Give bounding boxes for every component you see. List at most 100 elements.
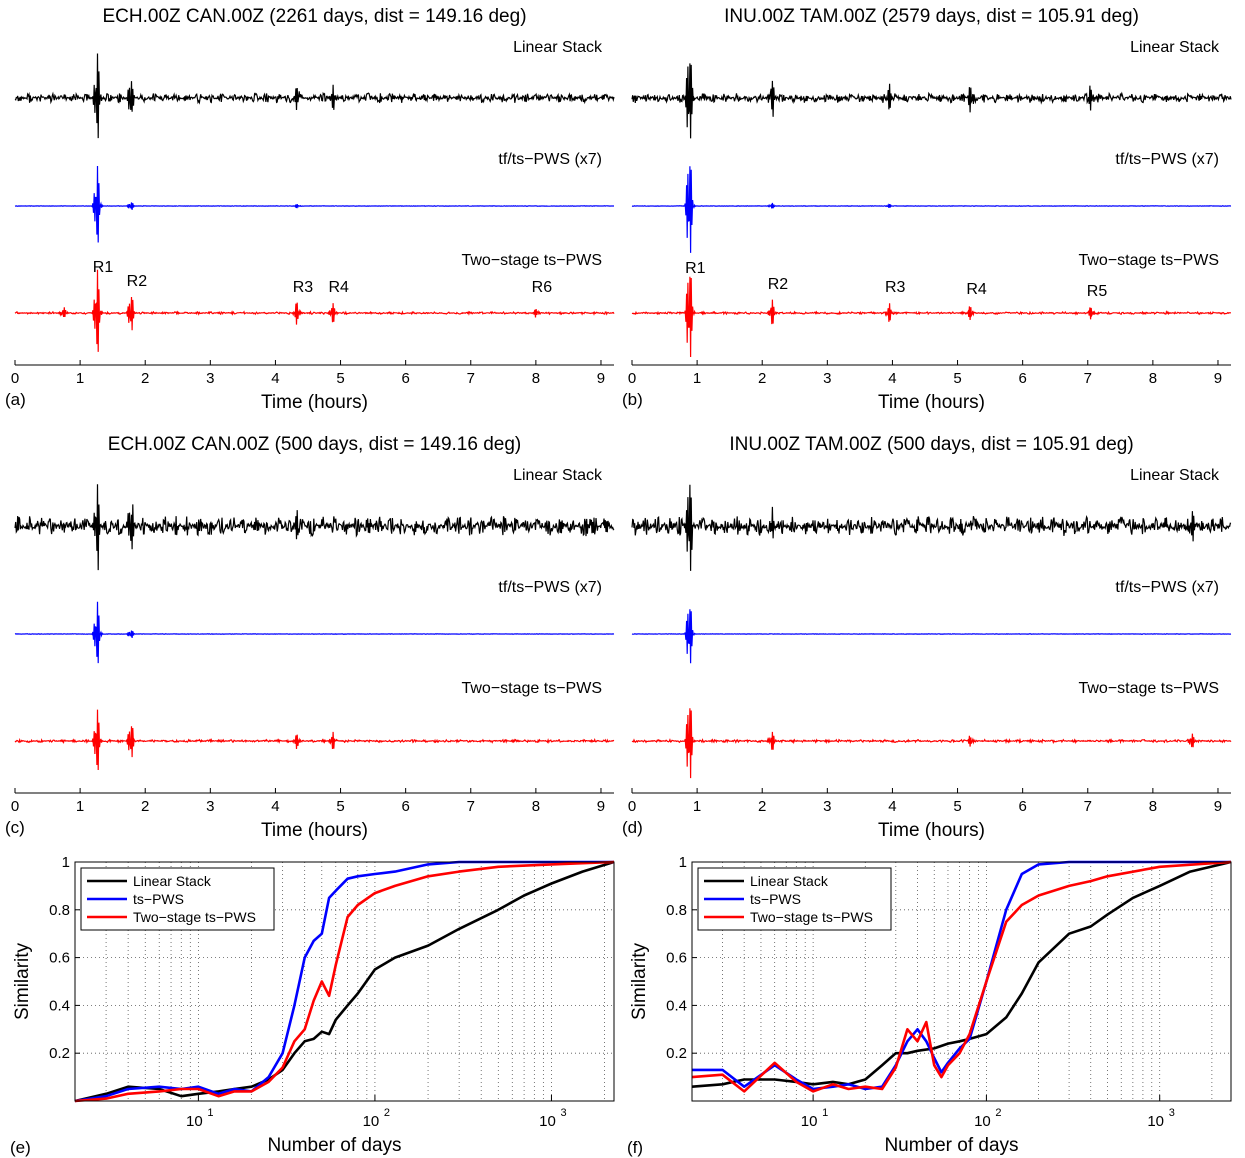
trace-label: Linear Stack <box>513 467 603 484</box>
arrival-label: R4 <box>966 281 987 298</box>
panel-title: ECH.00Z CAN.00Z (2261 days, dist = 149.1… <box>102 6 526 27</box>
y-tick-label: 1 <box>62 854 70 871</box>
trace-label: Linear Stack <box>1130 467 1220 484</box>
y-tick-label: 0.2 <box>666 1045 687 1062</box>
x-tick-label: 7 <box>1084 370 1092 387</box>
trace-label: tf/ts−PWS (x7) <box>498 579 602 596</box>
x-tick-label: 8 <box>532 370 540 387</box>
x-axis-label: Number of days <box>884 1135 1018 1156</box>
trace-label: Linear Stack <box>1130 39 1220 56</box>
x-tick-label: 8 <box>1149 370 1157 387</box>
x-tick-exponent: 1 <box>822 1107 828 1119</box>
seismogram-panel-a: ECH.00Z CAN.00Z (2261 days, dist = 149.1… <box>5 6 615 413</box>
seismogram-panel-b: INU.00Z TAM.00Z (2579 days, dist = 105.9… <box>622 6 1232 413</box>
series-linear-stack <box>74 860 615 1103</box>
trace-linear-stack <box>631 63 1232 139</box>
trace-label: tf/ts−PWS (x7) <box>1115 579 1219 596</box>
x-tick-exponent: 2 <box>995 1107 1001 1119</box>
x-tick-label: 4 <box>271 370 279 387</box>
legend: Linear Stack ts−PWS Two−stage ts−PWS <box>80 867 275 931</box>
similarity-panel-f: 0.2 0.4 0.6 0.8 1 10 1 10 2 10 3 Number of days Simi… <box>627 854 1232 1157</box>
y-tick-label: 0.8 <box>666 902 687 919</box>
x-tick-label: 5 <box>953 370 961 387</box>
x-tick-label: 9 <box>597 370 605 387</box>
x-tick-label: 9 <box>597 798 605 815</box>
legend-label: Two−stage ts−PWS <box>133 909 256 925</box>
trace-two-stage-ts-pws <box>14 269 615 352</box>
x-tick-label: 2 <box>141 798 149 815</box>
arrival-label: R2 <box>768 276 789 293</box>
arrival-label: R2 <box>127 273 148 290</box>
trace-two-stage-ts-pws <box>631 708 1232 779</box>
x-axis-label: Time (hours) <box>261 392 368 413</box>
panel-title: INU.00Z TAM.00Z (2579 days, dist = 105.9… <box>724 6 1139 27</box>
panel-letter: (f) <box>627 1138 643 1157</box>
x-tick-label: 8 <box>1149 798 1157 815</box>
x-tick-label: 1 <box>76 798 84 815</box>
x-tick-label: 8 <box>532 798 540 815</box>
panel-letter: (b) <box>622 390 643 409</box>
x-tick-label: 6 <box>401 370 409 387</box>
arrival-label: R1 <box>93 259 114 276</box>
x-tick-label: 1 <box>693 370 701 387</box>
trace-tf-ts-pws <box>631 609 1232 664</box>
x-tick-label: 4 <box>271 798 279 815</box>
x-tick-label: 4 <box>888 798 896 815</box>
y-tick-label: 0.4 <box>666 997 687 1014</box>
panel-title: ECH.00Z CAN.00Z (500 days, dist = 149.16… <box>108 434 521 455</box>
x-tick-label: 9 <box>1214 798 1222 815</box>
panel-letter: (a) <box>5 390 26 409</box>
y-tick-label: 0.8 <box>49 902 70 919</box>
x-tick-label: 10 <box>1147 1113 1164 1130</box>
x-tick-label: 7 <box>1084 798 1092 815</box>
trace-label: Two−stage ts−PWS <box>1078 680 1219 697</box>
x-tick-label: 0 <box>11 798 19 815</box>
legend-label: Two−stage ts−PWS <box>750 909 873 925</box>
plot-frame <box>74 861 615 1102</box>
panel-letter: (d) <box>622 818 643 837</box>
y-tick-label: 0.2 <box>49 1045 70 1062</box>
trace-linear-stack <box>14 484 615 571</box>
x-tick-label: 5 <box>953 798 961 815</box>
legend-label: ts−PWS <box>750 891 801 907</box>
x-tick-exponent: 1 <box>207 1107 213 1119</box>
x-tick-exponent: 2 <box>384 1107 390 1119</box>
arrival-label: R6 <box>532 279 553 296</box>
x-tick-label: 1 <box>76 370 84 387</box>
panel-letter: (c) <box>5 818 25 837</box>
x-tick-label: 6 <box>401 798 409 815</box>
x-axis-label: Number of days <box>267 1135 401 1156</box>
x-tick-label: 5 <box>336 798 344 815</box>
x-tick-label: 2 <box>758 798 766 815</box>
legend-label: ts−PWS <box>133 891 184 907</box>
x-tick-label: 4 <box>888 370 896 387</box>
arrival-label: R5 <box>1087 283 1108 300</box>
trace-two-stage-ts-pws <box>631 276 1231 358</box>
arrival-label: R4 <box>329 279 350 296</box>
x-tick-label: 9 <box>1214 370 1222 387</box>
y-tick-label: 0.4 <box>49 997 70 1014</box>
trace-label: tf/ts−PWS (x7) <box>498 151 602 168</box>
x-tick-label: 0 <box>11 370 19 387</box>
x-tick-label: 10 <box>186 1113 203 1130</box>
arrival-label: R1 <box>685 260 706 277</box>
legend: Linear Stack ts−PWS Two−stage ts−PWS <box>697 867 892 931</box>
x-tick-label: 3 <box>823 370 831 387</box>
trace-two-stage-ts-pws <box>14 709 615 771</box>
x-tick-label: 7 <box>467 798 475 815</box>
x-tick-label: 0 <box>628 798 636 815</box>
trace-linear-stack <box>14 53 615 139</box>
trace-label: Two−stage ts−PWS <box>461 252 602 269</box>
x-tick-label: 3 <box>206 798 214 815</box>
x-tick-label: 7 <box>467 370 475 387</box>
trace-tf-ts-pws <box>14 601 615 664</box>
x-tick-label: 0 <box>628 370 636 387</box>
legend-label: Linear Stack <box>133 873 212 889</box>
panel-letter: (e) <box>10 1138 31 1157</box>
trace-label: tf/ts−PWS (x7) <box>1115 151 1219 168</box>
trace-label: Two−stage ts−PWS <box>461 680 602 697</box>
trace-tf-ts-pws <box>631 166 1232 253</box>
x-tick-label: 3 <box>206 370 214 387</box>
x-tick-label: 5 <box>336 370 344 387</box>
panel-title: INU.00Z TAM.00Z (500 days, dist = 105.91… <box>729 434 1133 455</box>
